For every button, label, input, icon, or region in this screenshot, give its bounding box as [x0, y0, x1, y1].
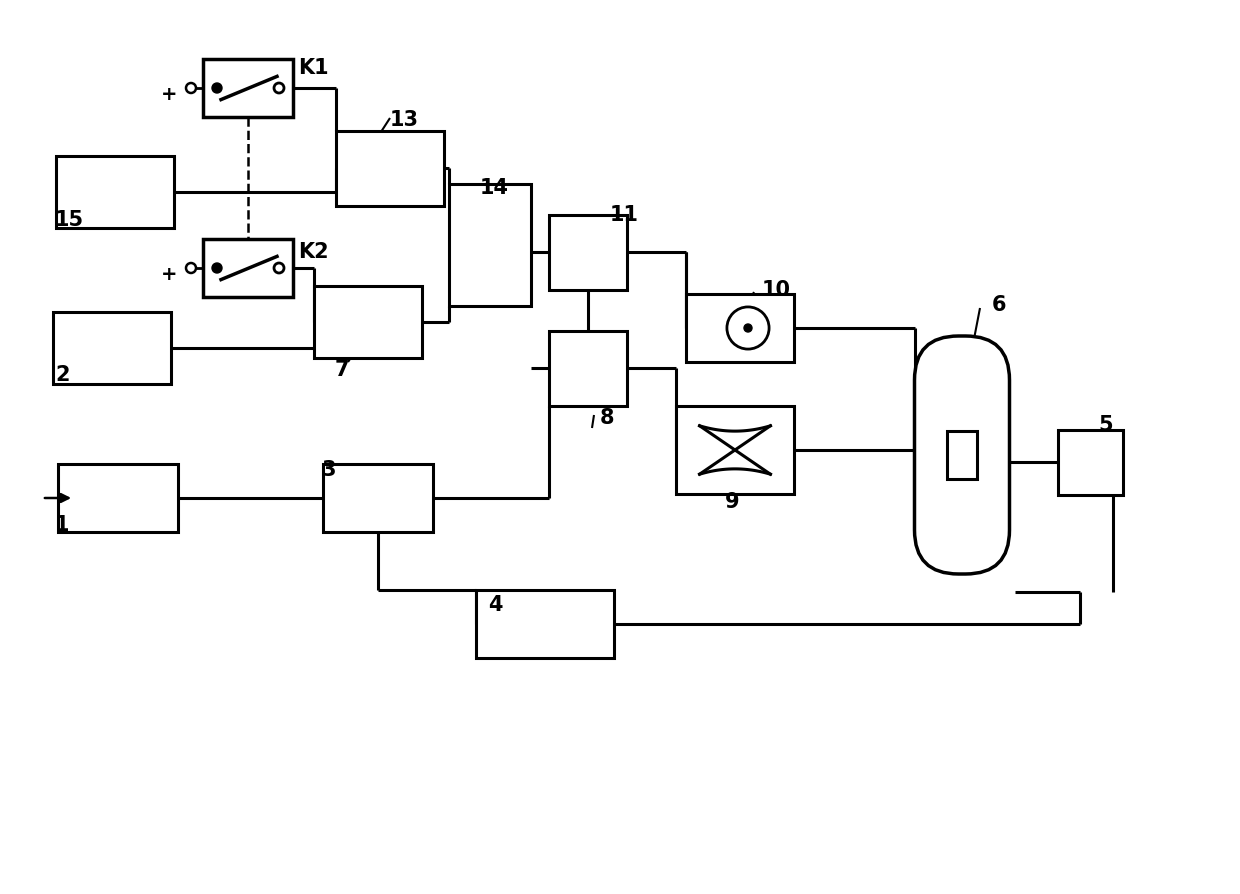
Text: 2: 2 [55, 365, 69, 385]
Circle shape [212, 83, 222, 93]
Bar [947, 431, 977, 479]
Text: 8: 8 [600, 408, 615, 428]
Bar [322, 464, 433, 532]
Circle shape [274, 83, 284, 93]
Circle shape [744, 324, 751, 332]
Bar [449, 184, 531, 306]
Text: K1: K1 [298, 58, 329, 78]
Bar [686, 294, 794, 362]
Circle shape [186, 83, 196, 93]
Bar [549, 331, 627, 406]
Circle shape [274, 263, 284, 273]
Bar [549, 215, 627, 290]
Text: 3: 3 [322, 460, 336, 480]
Text: 11: 11 [610, 205, 639, 225]
FancyBboxPatch shape [915, 336, 1009, 574]
Bar [476, 590, 614, 658]
Bar [336, 131, 444, 206]
Circle shape [186, 263, 196, 273]
Text: +: + [161, 86, 177, 105]
Circle shape [212, 263, 222, 273]
Text: 6: 6 [992, 295, 1007, 315]
Bar [56, 156, 174, 228]
Text: 9: 9 [725, 492, 739, 512]
Text: 14: 14 [480, 178, 508, 198]
Text: K2: K2 [298, 242, 329, 262]
Text: 5: 5 [1097, 415, 1112, 435]
Text: +: + [161, 266, 177, 284]
Bar [314, 286, 422, 358]
Bar [53, 312, 171, 384]
Text: 15: 15 [55, 210, 84, 230]
Circle shape [727, 307, 769, 349]
Bar [676, 406, 794, 494]
Bar [203, 239, 293, 297]
Text: 1: 1 [55, 515, 69, 535]
Bar [203, 59, 293, 117]
Text: 10: 10 [763, 280, 791, 300]
Text: 4: 4 [489, 595, 502, 615]
Text: 7: 7 [335, 360, 350, 380]
Text: 13: 13 [391, 110, 419, 130]
Bar [1058, 429, 1122, 494]
Bar [58, 464, 179, 532]
